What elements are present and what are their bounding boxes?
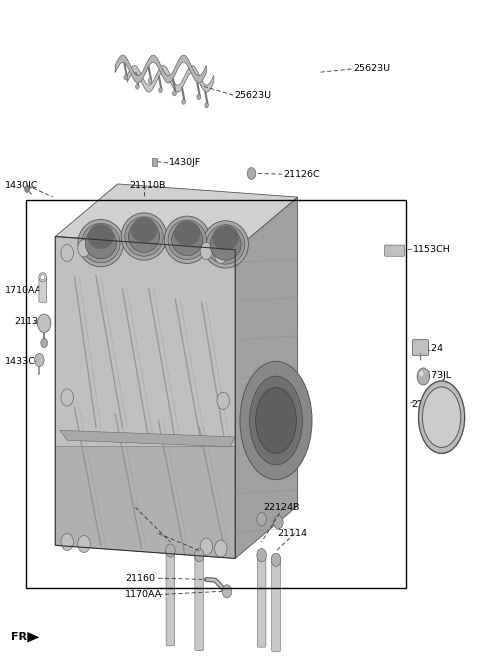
- Circle shape: [271, 553, 281, 566]
- Ellipse shape: [422, 387, 461, 447]
- Text: 21115E: 21115E: [106, 503, 142, 512]
- Ellipse shape: [82, 223, 120, 263]
- Circle shape: [41, 338, 48, 348]
- Ellipse shape: [78, 219, 124, 267]
- Circle shape: [194, 549, 204, 562]
- Polygon shape: [55, 184, 298, 250]
- Circle shape: [182, 99, 185, 104]
- FancyBboxPatch shape: [39, 279, 47, 302]
- Ellipse shape: [172, 224, 203, 256]
- Ellipse shape: [212, 225, 239, 250]
- Circle shape: [172, 91, 176, 96]
- Circle shape: [61, 533, 73, 551]
- Ellipse shape: [423, 388, 460, 446]
- Text: 1170AA: 1170AA: [125, 590, 162, 599]
- Circle shape: [135, 84, 139, 89]
- Circle shape: [158, 88, 162, 93]
- Circle shape: [257, 549, 266, 562]
- Circle shape: [217, 392, 229, 409]
- Polygon shape: [60, 430, 235, 447]
- Circle shape: [200, 242, 213, 260]
- Ellipse shape: [210, 229, 241, 260]
- Text: 21124: 21124: [413, 344, 443, 353]
- Text: 1430JF: 1430JF: [169, 158, 201, 168]
- Text: 1153CH: 1153CH: [413, 245, 451, 254]
- Polygon shape: [27, 632, 39, 643]
- Circle shape: [420, 371, 423, 376]
- Circle shape: [78, 535, 90, 553]
- Ellipse shape: [87, 224, 114, 249]
- Text: 21133: 21133: [14, 317, 45, 327]
- Text: 25623U: 25623U: [234, 91, 271, 100]
- Ellipse shape: [419, 381, 465, 453]
- Ellipse shape: [129, 221, 159, 252]
- Text: 22124B: 22124B: [263, 503, 300, 512]
- Ellipse shape: [164, 216, 210, 263]
- Ellipse shape: [125, 217, 163, 256]
- Polygon shape: [115, 55, 206, 83]
- Circle shape: [78, 240, 90, 257]
- Text: 21115D: 21115D: [119, 529, 156, 538]
- Text: 21126C: 21126C: [283, 170, 320, 179]
- Ellipse shape: [168, 220, 206, 260]
- Bar: [152, 158, 157, 166]
- Ellipse shape: [419, 381, 465, 453]
- Circle shape: [215, 246, 227, 263]
- Circle shape: [197, 95, 201, 100]
- Ellipse shape: [39, 273, 47, 282]
- FancyBboxPatch shape: [272, 558, 280, 652]
- Circle shape: [257, 512, 266, 526]
- Circle shape: [61, 389, 73, 406]
- Circle shape: [247, 168, 256, 179]
- Text: 1430JC: 1430JC: [5, 181, 38, 190]
- FancyBboxPatch shape: [384, 245, 405, 256]
- Ellipse shape: [85, 227, 117, 259]
- Text: 1573JL: 1573JL: [420, 371, 452, 380]
- Ellipse shape: [206, 225, 245, 264]
- Circle shape: [61, 244, 73, 261]
- FancyBboxPatch shape: [257, 554, 266, 647]
- Ellipse shape: [121, 213, 167, 260]
- Circle shape: [35, 353, 44, 367]
- Circle shape: [200, 538, 213, 555]
- Ellipse shape: [131, 217, 157, 242]
- Circle shape: [215, 540, 227, 557]
- Text: 25623U: 25623U: [353, 64, 390, 74]
- Text: 1433CA: 1433CA: [5, 357, 42, 366]
- Ellipse shape: [203, 221, 249, 268]
- Polygon shape: [127, 66, 214, 92]
- FancyBboxPatch shape: [412, 340, 429, 355]
- Polygon shape: [55, 447, 235, 558]
- Text: 21160: 21160: [125, 574, 155, 583]
- Circle shape: [37, 314, 51, 332]
- Ellipse shape: [250, 376, 302, 465]
- Polygon shape: [55, 237, 235, 447]
- Text: 21114: 21114: [277, 529, 307, 538]
- Ellipse shape: [424, 390, 459, 444]
- Ellipse shape: [174, 221, 201, 246]
- Circle shape: [166, 544, 175, 557]
- Polygon shape: [235, 197, 298, 558]
- Text: 21443: 21443: [411, 399, 442, 409]
- Circle shape: [24, 186, 29, 193]
- Circle shape: [124, 75, 128, 80]
- Circle shape: [417, 368, 430, 385]
- Circle shape: [148, 78, 152, 83]
- Circle shape: [274, 516, 283, 529]
- Bar: [26, 200, 406, 588]
- FancyBboxPatch shape: [166, 549, 175, 646]
- Text: 21110B: 21110B: [130, 181, 166, 191]
- Circle shape: [222, 585, 232, 598]
- Circle shape: [41, 275, 45, 280]
- Text: 1710AA: 1710AA: [5, 286, 42, 295]
- Circle shape: [205, 103, 208, 108]
- Ellipse shape: [255, 388, 296, 453]
- Text: FR.: FR.: [11, 632, 31, 643]
- FancyBboxPatch shape: [195, 554, 204, 650]
- Ellipse shape: [240, 361, 312, 480]
